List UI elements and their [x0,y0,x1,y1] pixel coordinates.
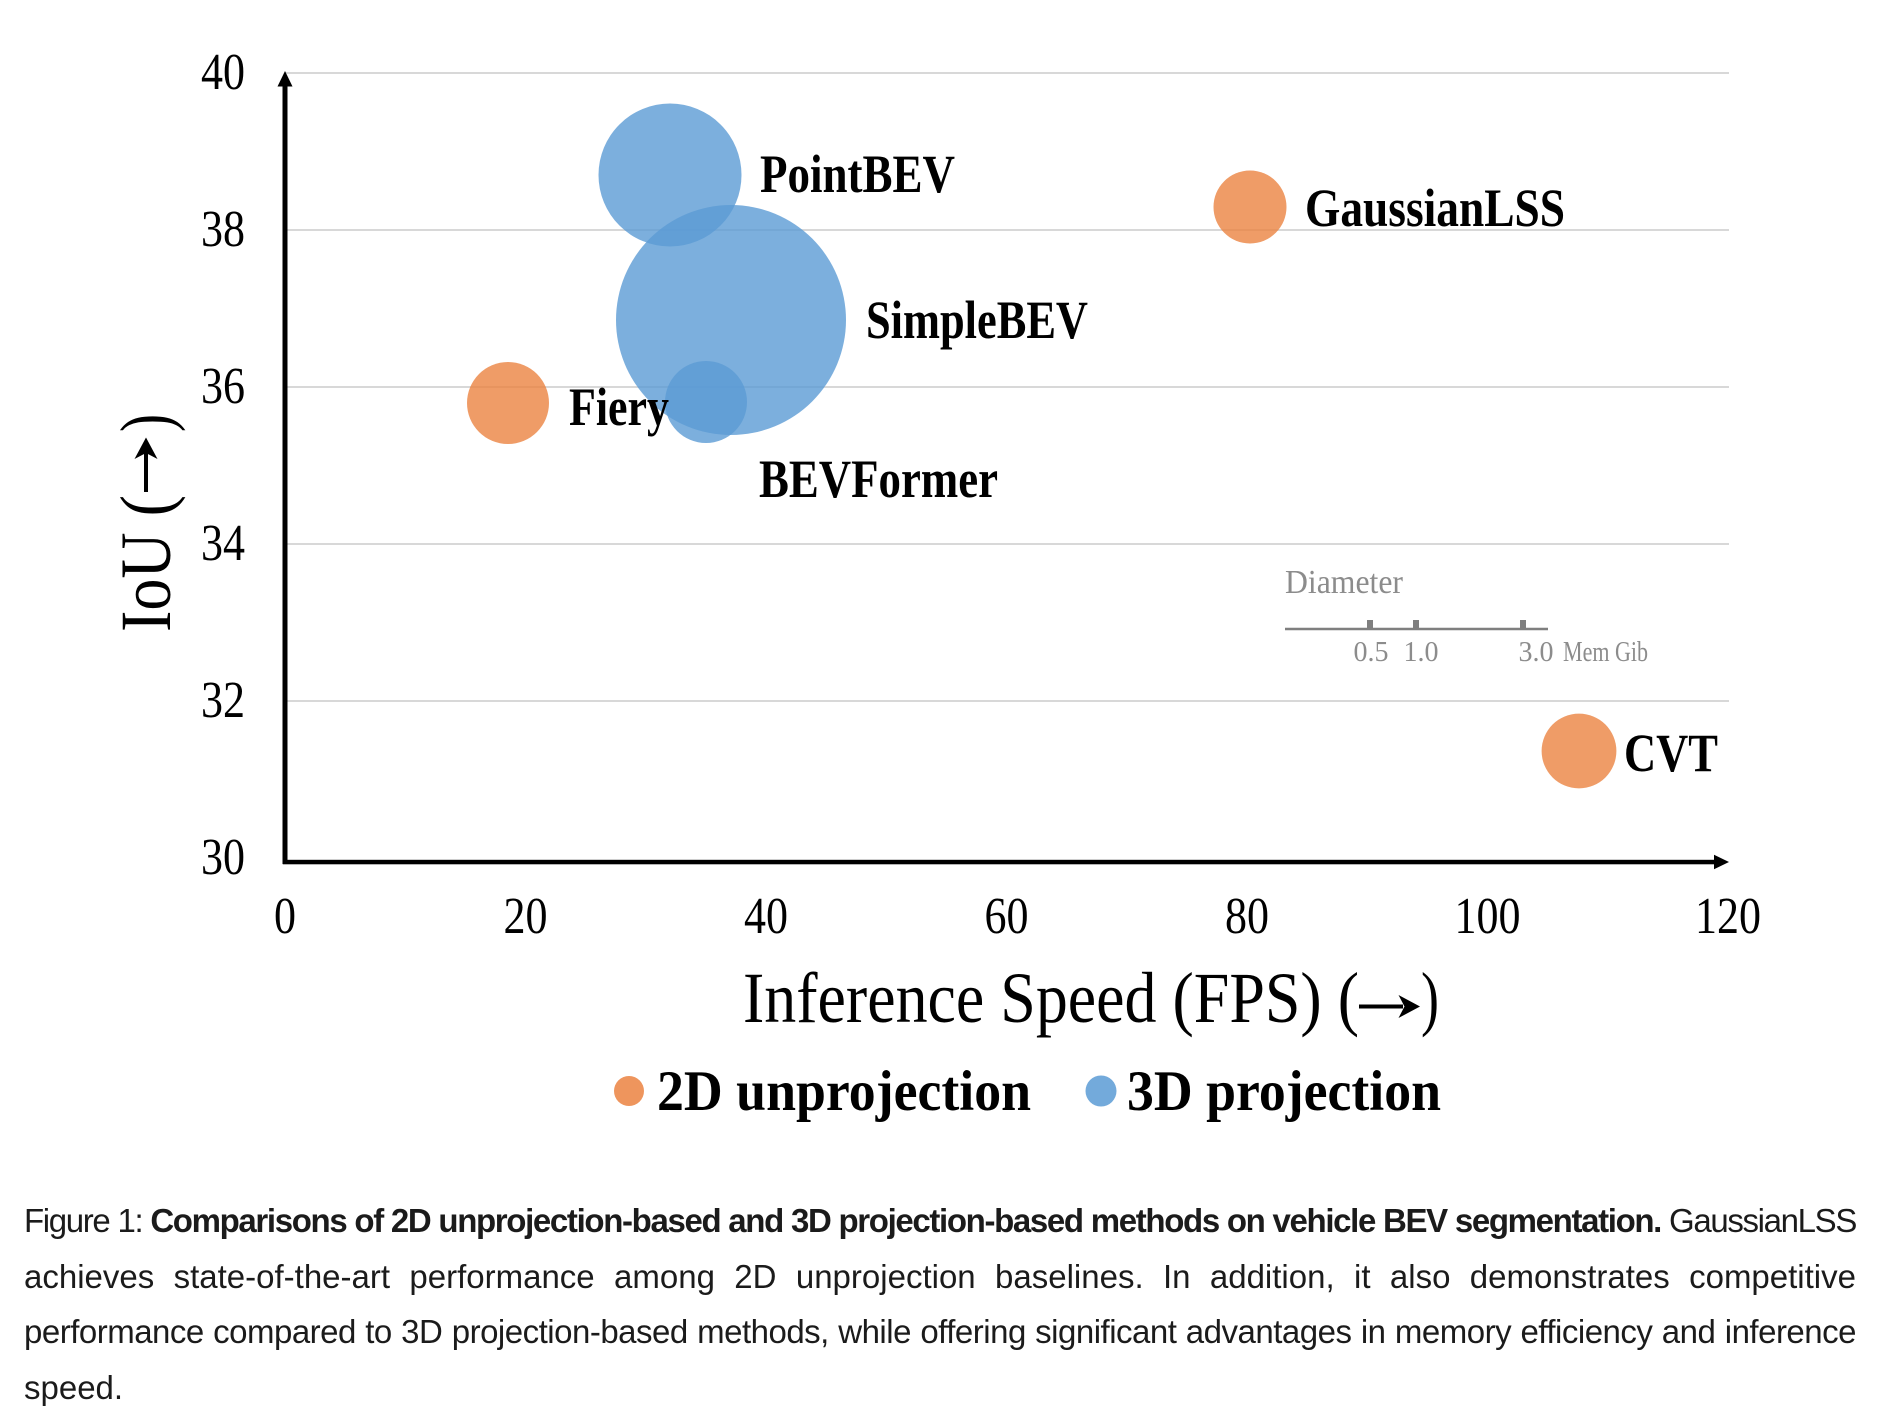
svg-text:1.0: 1.0 [1404,637,1439,668]
svg-text:BEVFormer: BEVFormer [759,449,998,509]
svg-text:0.5: 0.5 [1354,637,1389,668]
svg-text:40: 40 [201,44,245,101]
svg-text:Fiery: Fiery [569,377,669,437]
svg-text:Diameter: Diameter [1285,564,1404,601]
svg-text:GaussianLSS: GaussianLSS [1305,178,1565,238]
svg-text:SimpleBEV: SimpleBEV [866,290,1088,350]
svg-text:): ) [1421,958,1439,1038]
svg-text:30: 30 [201,829,245,886]
svg-text:40: 40 [744,888,788,945]
svg-text:IoU (: IoU ( [106,495,186,632]
svg-text:3.0: 3.0 [1519,637,1554,668]
svg-text:): ) [106,414,186,432]
svg-text:34: 34 [201,515,245,572]
svg-text:Inference Speed (FPS) (: Inference Speed (FPS) ( [743,958,1359,1038]
svg-text:Mem Gib: Mem Gib [1563,637,1648,668]
svg-text:20: 20 [504,888,548,945]
svg-text:PointBEV: PointBEV [760,144,955,204]
svg-text:38: 38 [201,201,245,258]
svg-text:2D unprojection: 2D unprojection [657,1060,1031,1123]
svg-text:120: 120 [1695,888,1761,945]
svg-text:100: 100 [1455,888,1521,945]
svg-text:CVT: CVT [1624,723,1718,783]
svg-text:60: 60 [985,888,1029,945]
svg-text:32: 32 [201,672,245,729]
svg-text:3D projection: 3D projection [1127,1060,1441,1123]
svg-text:0: 0 [274,888,296,945]
svg-text:80: 80 [1225,888,1269,945]
svg-text:36: 36 [201,358,245,415]
